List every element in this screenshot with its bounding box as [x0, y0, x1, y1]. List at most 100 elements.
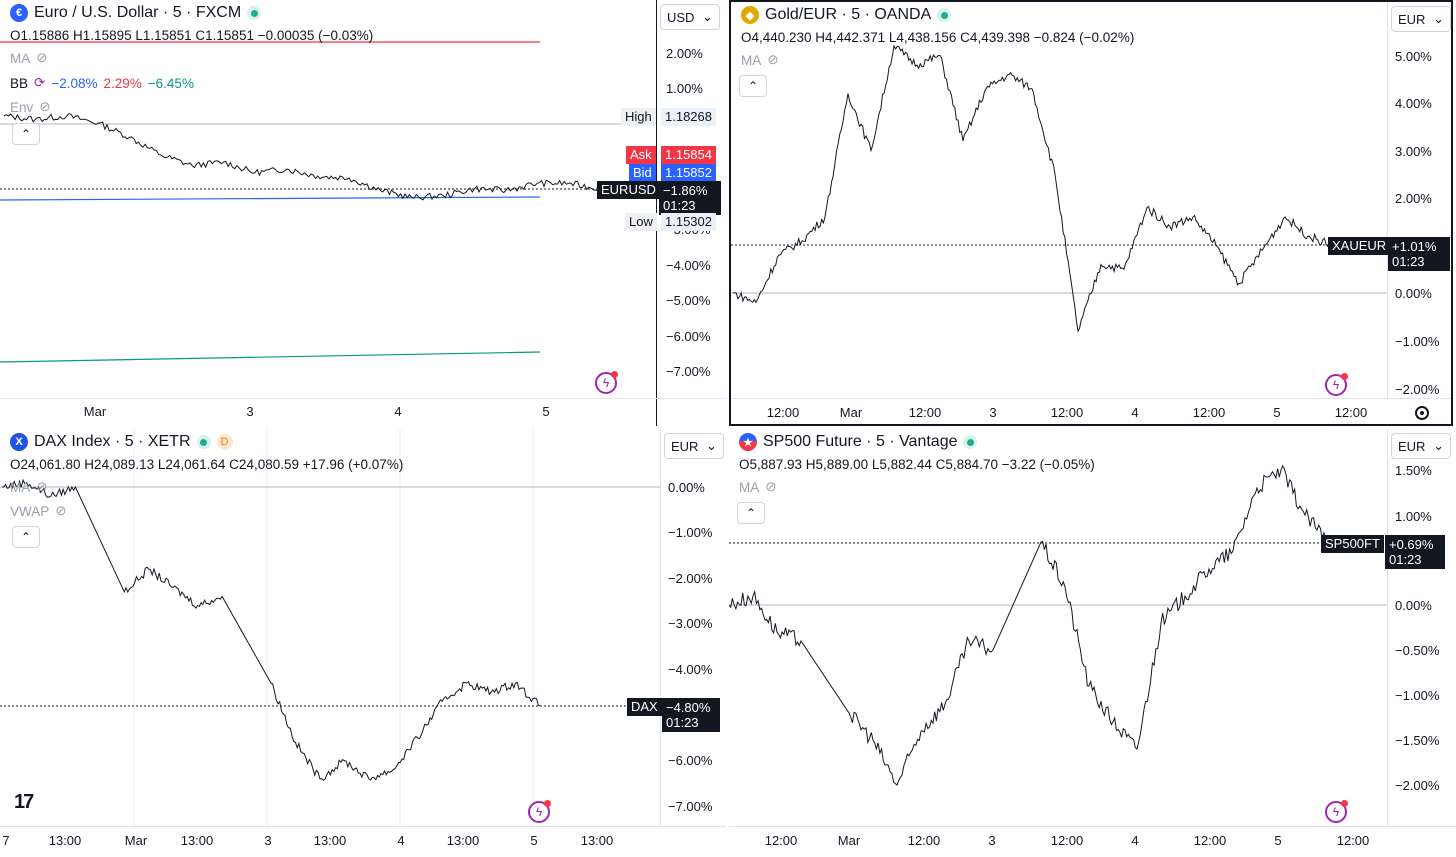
pane-eurusd[interactable]: € Euro / U.S. Dollar · 5 · FXCM O1.15886… [0, 0, 726, 426]
symbol-label: Gold/EUR · 5 · OANDA [765, 6, 932, 23]
x-tick: Mar [839, 405, 863, 420]
x-tick: 5 [1274, 833, 1282, 848]
currency-select[interactable]: EUR ⌄ [1391, 433, 1451, 459]
ohlc-readout: O24,061.80 H24,089.13 L24,061.64 C24,080… [10, 457, 404, 472]
settings-gear-icon[interactable] [1415, 406, 1429, 420]
bb-basis-line [0, 351, 541, 363]
indicator-ma[interactable]: MA ⊘ [741, 52, 779, 68]
symbol-title[interactable]: X DAX Index · 5 · XETR D [10, 433, 233, 451]
collapse-legend-button[interactable]: ⌃ [12, 123, 40, 145]
countdown-value: 01:23 [1389, 552, 1422, 567]
y-tick: 3.00% [1395, 144, 1432, 159]
price-scale[interactable] [660, 429, 726, 827]
eye-hidden-icon[interactable]: ⊘ [36, 50, 48, 65]
time-axis[interactable] [0, 398, 726, 426]
y-tick: −6.00% [668, 753, 713, 768]
market-open-icon [937, 8, 952, 22]
y-tick: −1.00% [668, 525, 713, 540]
indicator-ma[interactable]: MA ⊘ [10, 50, 48, 66]
bb-upper-value: 2.29% [103, 75, 142, 91]
y-tick: −4.00% [668, 662, 713, 677]
x-tick: Mar [83, 404, 107, 419]
lightning-alert-icon[interactable]: ϟ [595, 371, 618, 394]
price-line-eurusd [3, 113, 601, 201]
us-flag-icon: ★ [739, 433, 757, 451]
y-tick: −1.50% [1395, 733, 1440, 748]
lightning-alert-icon[interactable]: ϟ [1325, 800, 1348, 823]
last-price-box: +1.01% 01:23 [1388, 237, 1450, 271]
price-scale[interactable] [1387, 2, 1451, 398]
chevron-down-icon: ⌄ [706, 438, 717, 453]
high-value: 1.18268 [661, 108, 716, 126]
symbol-title[interactable]: ★ SP500 Future · 5 · Vantage [739, 433, 978, 451]
symbol-label: SP500 Future · 5 · Vantage [763, 433, 958, 450]
indicator-bb[interactable]: BB ⟳ −2.08% 2.29% −6.45% [10, 75, 194, 91]
lightning-alert-icon[interactable]: ϟ [1325, 373, 1348, 396]
ohlc-readout: O4,440.230 H4,442.371 L4,438.156 C4,439.… [741, 30, 1135, 45]
symbol-title[interactable]: ◆ Gold/EUR · 5 · OANDA [741, 6, 952, 24]
ma-label: MA [10, 479, 31, 495]
refresh-icon[interactable]: ⟳ [34, 75, 46, 90]
eye-hidden-icon[interactable]: ⊘ [36, 479, 48, 494]
x-tick: 12:00 [1193, 833, 1227, 848]
currency-select[interactable]: EUR ⌄ [1391, 6, 1451, 32]
time-axis[interactable] [731, 398, 1451, 424]
market-open-icon [247, 6, 262, 20]
symbol-tag: DAX [627, 698, 662, 716]
high-tag: High [621, 108, 656, 126]
pane-dax[interactable]: X DAX Index · 5 · XETR D O24,061.80 H24,… [0, 429, 726, 857]
eye-hidden-icon[interactable]: ⊘ [765, 479, 777, 494]
indicator-ma[interactable]: MA ⊘ [739, 479, 777, 495]
eye-hidden-icon[interactable]: ⊘ [39, 99, 51, 114]
y-tick: −2.00% [1395, 778, 1440, 793]
eye-hidden-icon[interactable]: ⊘ [55, 503, 67, 518]
collapse-legend-button[interactable]: ⌃ [737, 502, 765, 524]
ma-label: MA [10, 50, 31, 66]
chevron-down-icon: ⌄ [702, 9, 713, 24]
countdown-value: 01:23 [1392, 254, 1425, 269]
currency-select[interactable]: EUR ⌄ [664, 433, 724, 459]
y-tick: −1.00% [1395, 688, 1440, 703]
ohlc-readout: O1.15886 H1.15895 L1.15851 C1.15851 −0.0… [10, 28, 374, 43]
time-axis[interactable] [729, 826, 1456, 857]
chart-eurusd[interactable] [0, 0, 656, 400]
y-tick: 4.00% [1395, 96, 1432, 111]
currency-value: USD [667, 9, 695, 25]
change-value: +1.01% [1392, 239, 1437, 254]
market-open-icon [196, 435, 211, 449]
change-value: +0.69% [1389, 537, 1434, 552]
time-axis[interactable] [0, 826, 726, 857]
delayed-badge[interactable]: D [216, 434, 233, 450]
lightning-alert-icon[interactable]: ϟ [528, 800, 551, 823]
x-tick: 4 [1131, 833, 1139, 848]
y-tick: 0.00% [668, 480, 705, 495]
gold-coin-icon: ◆ [741, 6, 759, 24]
countdown-value: 01:23 [666, 715, 699, 730]
pane-sp500[interactable]: ★ SP500 Future · 5 · Vantage O5,887.93 H… [729, 429, 1456, 857]
env-label: Env [10, 99, 34, 115]
indicator-ma[interactable]: MA ⊘ [10, 479, 48, 495]
x-tick: 12:00 [1050, 405, 1084, 420]
bb-lower-value: −2.08% [51, 75, 98, 91]
ohlc-readout: O5,887.93 H5,889.00 L5,882.44 C5,884.70 … [739, 457, 1095, 472]
currency-value: EUR [671, 438, 699, 454]
x-tick: 3 [988, 833, 996, 848]
symbol-title[interactable]: € Euro / U.S. Dollar · 5 · FXCM [10, 4, 262, 22]
chart-xaueur[interactable] [731, 2, 1387, 398]
indicator-env[interactable]: Env ⊘ [10, 99, 51, 115]
collapse-legend-button[interactable]: ⌃ [739, 75, 767, 97]
price-scale[interactable] [1387, 429, 1456, 827]
bb-label: BB [10, 75, 29, 91]
last-price-box: −1.86% 01:23 [659, 181, 721, 215]
pane-xaueur[interactable]: ◆ Gold/EUR · 5 · OANDA O4,440.230 H4,442… [729, 0, 1453, 426]
collapse-legend-button[interactable]: ⌃ [12, 526, 40, 548]
chart-sp500[interactable] [729, 429, 1387, 827]
chart-dax[interactable] [0, 429, 660, 827]
eye-hidden-icon[interactable]: ⊘ [767, 52, 779, 67]
countdown-value: 01:23 [663, 198, 696, 213]
x-tick: 3 [989, 405, 997, 420]
ask-value: 1.15854 [661, 146, 716, 164]
tradingview-logo[interactable]: 17 [14, 791, 34, 813]
indicator-vwap[interactable]: VWAP ⊘ [10, 503, 67, 519]
currency-select[interactable]: USD ⌄ [660, 4, 720, 30]
